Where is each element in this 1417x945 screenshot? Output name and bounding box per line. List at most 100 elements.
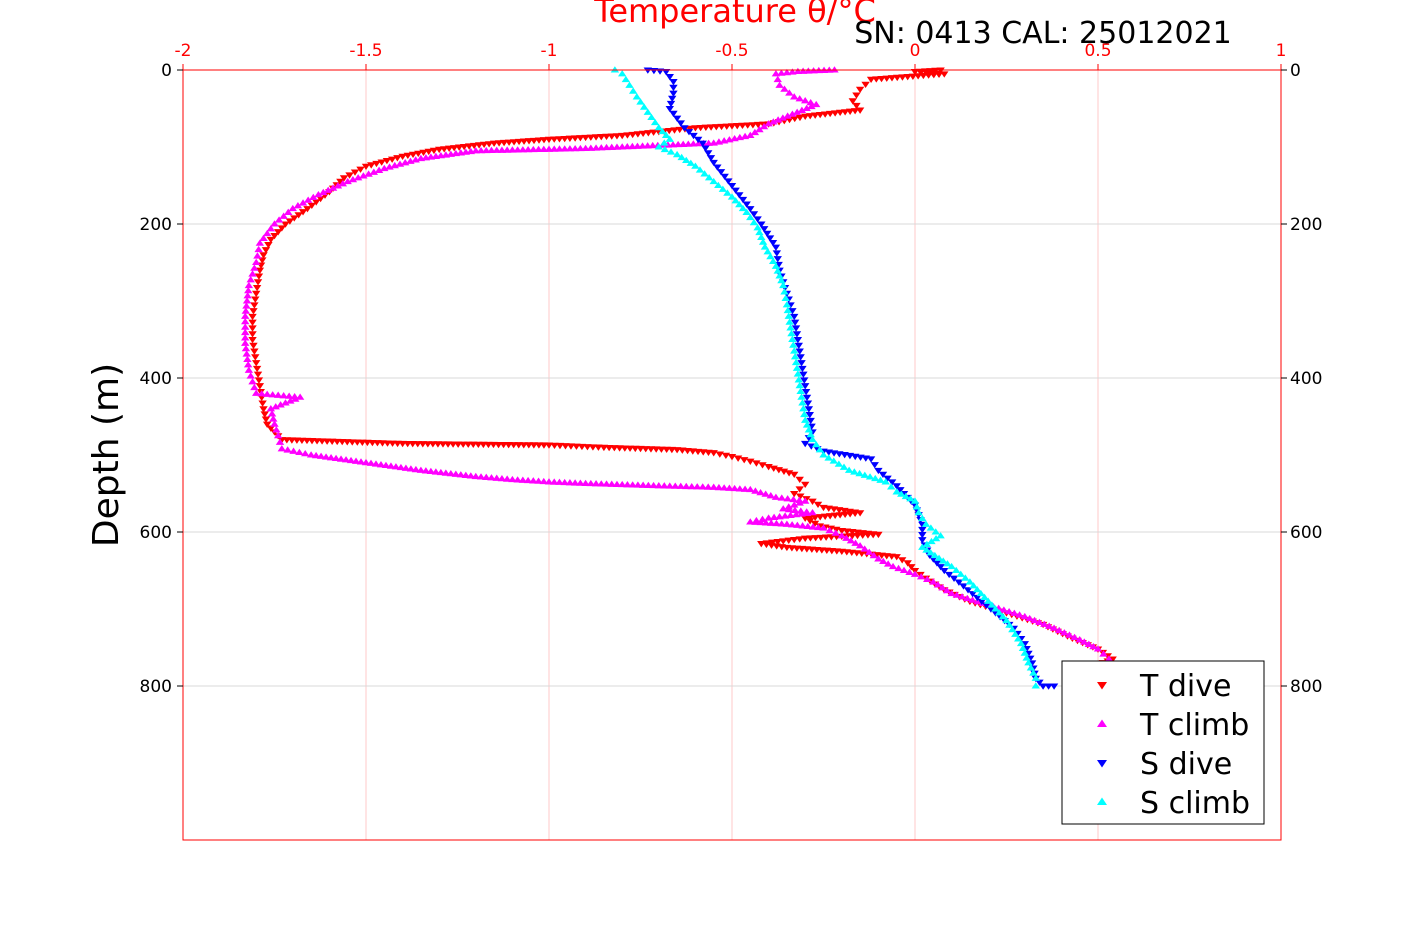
data-point xyxy=(735,192,744,199)
data-point xyxy=(257,390,266,397)
data-point xyxy=(1011,630,1020,637)
data-point xyxy=(572,443,581,450)
data-point xyxy=(1026,664,1036,671)
data-point xyxy=(268,391,277,398)
legend-marker xyxy=(1097,682,1107,690)
data-point xyxy=(829,457,838,464)
data-point xyxy=(768,257,778,265)
data-point xyxy=(790,319,800,326)
data-point xyxy=(784,312,793,319)
data-point xyxy=(929,578,938,585)
data-point xyxy=(860,471,870,478)
data-point xyxy=(866,456,876,463)
data-point xyxy=(316,195,325,203)
data-point xyxy=(1015,611,1024,618)
y-tick-label-left: 800 xyxy=(140,677,172,697)
data-point xyxy=(714,483,724,491)
data-point xyxy=(758,462,767,469)
data-point xyxy=(901,492,911,500)
data-point xyxy=(749,211,759,218)
data-point xyxy=(731,187,740,194)
data-point xyxy=(797,360,806,367)
data-point xyxy=(597,480,606,487)
data-point xyxy=(476,473,486,480)
data-point xyxy=(783,112,792,119)
data-point xyxy=(303,206,312,213)
data-point xyxy=(259,406,268,413)
data-point xyxy=(881,478,890,485)
data-point xyxy=(638,481,648,488)
data-point xyxy=(805,412,814,419)
data-point xyxy=(576,479,585,486)
data-point xyxy=(273,229,283,236)
data-point xyxy=(782,301,792,308)
data-point xyxy=(779,281,788,289)
data-point xyxy=(266,425,276,432)
data-point xyxy=(274,216,284,223)
data-point xyxy=(252,290,261,298)
data-point xyxy=(1049,624,1059,631)
data-point xyxy=(323,186,333,193)
data-point xyxy=(896,487,905,494)
data-point xyxy=(755,125,764,133)
data-point xyxy=(767,519,776,526)
data-point xyxy=(285,218,295,225)
y-tick-label-right: 800 xyxy=(1290,677,1322,697)
data-point xyxy=(661,69,671,76)
data-point xyxy=(810,520,820,528)
data-point xyxy=(262,421,272,428)
data-point xyxy=(461,148,471,155)
data-point xyxy=(730,484,739,492)
data-point xyxy=(242,297,252,304)
data-point xyxy=(753,224,762,231)
legend-label: T dive xyxy=(1139,669,1231,704)
data-point xyxy=(852,92,861,99)
data-point xyxy=(801,515,810,522)
data-point xyxy=(740,132,750,140)
data-point xyxy=(769,513,779,520)
data-point xyxy=(790,506,800,513)
data-point xyxy=(1065,631,1074,638)
data-point xyxy=(793,370,803,377)
series-s-dive xyxy=(643,67,1059,690)
data-point xyxy=(560,145,569,152)
data-point xyxy=(529,477,538,484)
data-point xyxy=(684,129,694,136)
data-point xyxy=(1084,640,1094,647)
data-point xyxy=(918,532,927,539)
data-point xyxy=(769,118,778,125)
data-point xyxy=(1070,633,1079,641)
data-point xyxy=(796,387,805,394)
legend: T dive T climb S dive S climb xyxy=(1061,660,1265,825)
data-point xyxy=(253,252,262,259)
data-point xyxy=(860,545,869,552)
data-point xyxy=(291,395,300,402)
data-point xyxy=(602,143,611,151)
data-point xyxy=(943,560,952,567)
data-point xyxy=(931,528,940,535)
data-point xyxy=(905,568,914,575)
y-tick-label-right: 200 xyxy=(1290,215,1322,235)
data-point xyxy=(918,543,927,550)
data-point xyxy=(752,460,761,467)
data-point xyxy=(998,612,1008,620)
data-point xyxy=(773,75,782,83)
data-point xyxy=(779,505,788,512)
data-point xyxy=(351,457,361,464)
data-point xyxy=(892,488,901,495)
data-point xyxy=(660,145,670,153)
data-point xyxy=(790,471,799,479)
data-point xyxy=(386,462,396,469)
data-point xyxy=(248,336,257,344)
data-point xyxy=(350,169,360,176)
data-point xyxy=(283,446,292,453)
data-point xyxy=(254,245,263,253)
data-point xyxy=(850,468,859,475)
data-point xyxy=(934,554,944,561)
data-point xyxy=(456,149,466,156)
data-point xyxy=(550,478,559,485)
data-point xyxy=(262,390,272,397)
data-point xyxy=(1024,659,1033,666)
data-point xyxy=(677,153,686,161)
data-point xyxy=(790,353,800,360)
